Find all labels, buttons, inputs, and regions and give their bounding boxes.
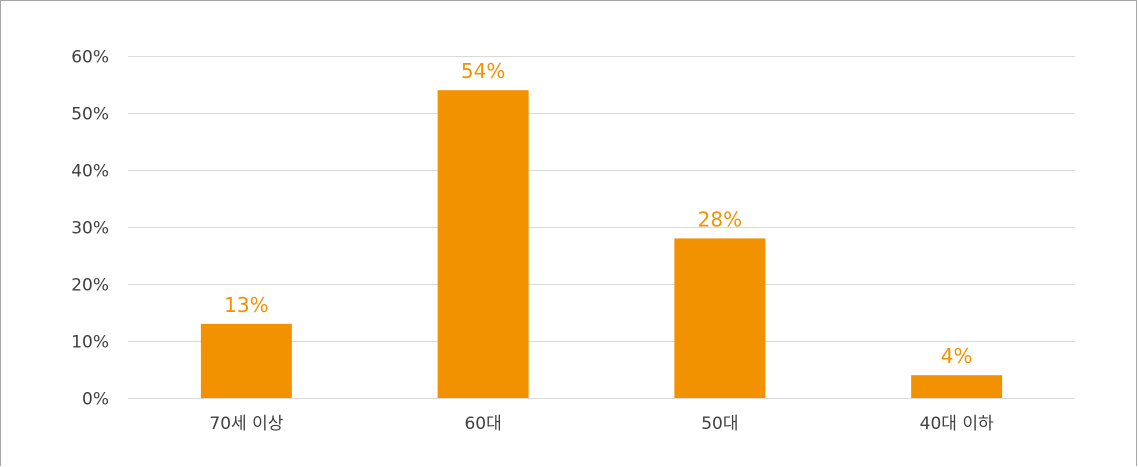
y-tick-label: 30% xyxy=(71,219,109,239)
x-tick-label: 50대 xyxy=(701,414,738,434)
data-label: 28% xyxy=(698,207,742,231)
y-tick-label: 20% xyxy=(71,276,109,296)
data-labels: 13% 54% 28% 4% xyxy=(224,59,972,368)
y-tick-label: 60% xyxy=(71,48,109,68)
x-tick-label: 60대 xyxy=(464,414,501,434)
x-tick-label: 70세 이상 xyxy=(209,414,283,434)
bar xyxy=(200,323,292,398)
bars xyxy=(200,90,1003,398)
bar xyxy=(911,375,1003,398)
y-tick-label: 50% xyxy=(71,105,109,125)
data-label: 54% xyxy=(461,59,505,83)
y-tick-label: 0% xyxy=(82,390,109,410)
data-label: 4% xyxy=(941,344,973,368)
bar xyxy=(437,90,529,398)
y-axis-ticks: 0% 10% 20% 30% 40% 50% 60% xyxy=(71,48,109,410)
x-axis-labels: 70세 이상 60대 50대 40대 이하 xyxy=(209,414,994,434)
bar xyxy=(674,238,766,398)
data-label: 13% xyxy=(224,293,268,317)
y-tick-label: 40% xyxy=(71,162,109,182)
x-tick-label: 40대 이하 xyxy=(920,414,994,434)
y-tick-label: 10% xyxy=(71,333,109,353)
